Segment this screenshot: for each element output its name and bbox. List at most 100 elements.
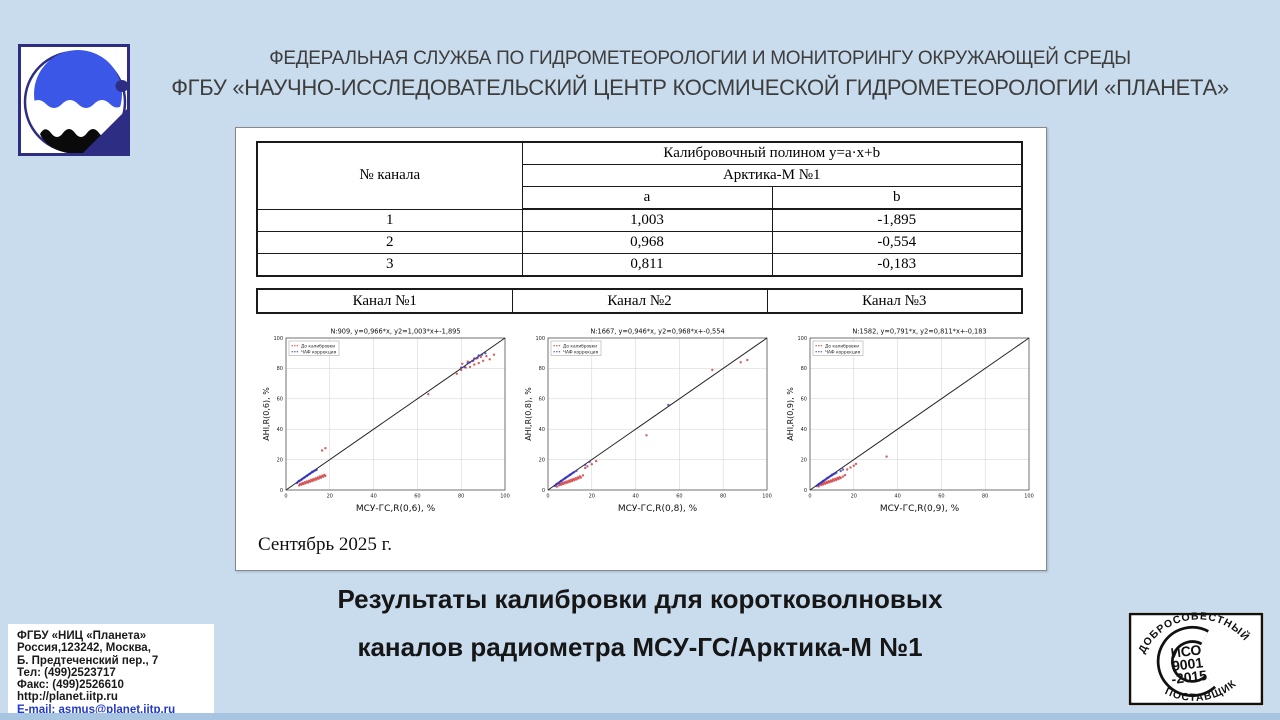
contact-line: Факс: (499)2526610 bbox=[17, 679, 124, 692]
table-cell: 0,968 bbox=[521, 231, 773, 254]
svg-text:100: 100 bbox=[535, 336, 545, 342]
table-cell: 3 bbox=[256, 253, 523, 277]
table-cell-satellite-header: Арктика-М №1 bbox=[521, 164, 1023, 187]
stamp-iso-text: ИСО bbox=[1170, 641, 1203, 661]
svg-text:МСУ-ГС,R(0,6), %: МСУ-ГС,R(0,6), % bbox=[356, 504, 436, 514]
svg-text:40: 40 bbox=[632, 494, 638, 500]
blue-planet-shape bbox=[34, 50, 122, 108]
contact-line-email: E-mail: asmus@planet.iitp.ru bbox=[17, 703, 176, 716]
table-cell-polynom-header: Калибровочный полином y=a·x+b bbox=[521, 141, 1023, 165]
table-cell: 1 bbox=[256, 208, 523, 232]
svg-text:N:1667, y=0,946*x, y2=0,968*x+: N:1667, y=0,946*x, y2=0,968*x+-0,554 bbox=[590, 328, 724, 336]
contact-line: ФГБУ «НИЦ «Планета» bbox=[17, 630, 147, 642]
table-cell-col-b: b bbox=[771, 186, 1023, 210]
contact-info-box: ФГБУ «НИЦ «Планета» Россия,123242, Москв… bbox=[8, 624, 214, 720]
contact-line: Б. Предтеченский пер., 7 bbox=[17, 654, 159, 667]
svg-text:60: 60 bbox=[801, 397, 807, 403]
table-cell-channel-2: Канал №2 bbox=[511, 288, 768, 314]
planeta-logo bbox=[18, 44, 130, 156]
table-cell: 2 bbox=[256, 231, 523, 254]
stamp-9001-text: 9001 bbox=[1171, 654, 1204, 674]
scatter-plot-channel-2-svg: 00 20 20 40 40 60 60 80 80 100 100 До калибровкиЧАФ… bbox=[524, 325, 774, 517]
scatter-plot-channel-1: 0 0 20 20 40 40 60 60 80 80 100 100 До калибровки ЧАФ… bbox=[262, 325, 512, 517]
table-cell: -1,895 bbox=[771, 208, 1023, 232]
svg-text:МСУ-ГС,R(0,9), %: МСУ-ГС,R(0,9), % bbox=[880, 504, 960, 514]
iso-9001-stamp: ДОБРОСОВЕСТНЫЙ ПОСТАВЩИК ИСО 9001 -2015 bbox=[1128, 604, 1264, 708]
contact-line: Тел: (499)2523717 bbox=[17, 666, 116, 679]
svg-text:0: 0 bbox=[280, 488, 283, 494]
planeta-logo-icon bbox=[18, 44, 130, 156]
svg-text:0: 0 bbox=[542, 488, 545, 494]
svg-text:100: 100 bbox=[797, 336, 807, 342]
table-cell: 0,811 bbox=[521, 253, 773, 277]
svg-text:AHI,R(0,6), %: AHI,R(0,6), % bbox=[262, 387, 271, 441]
svg-text:40: 40 bbox=[894, 494, 900, 500]
svg-text:80: 80 bbox=[458, 494, 464, 500]
svg-text:20: 20 bbox=[277, 457, 283, 463]
content-panel: № канала Калибровочный полином y=a·x+b А… bbox=[235, 127, 1047, 571]
svg-text:60: 60 bbox=[414, 494, 420, 500]
channels-table: Канал №1 Канал №2 Канал №3 bbox=[256, 288, 1023, 314]
svg-text:80: 80 bbox=[539, 366, 545, 372]
slide-title: Результаты калибровки для коротковолновы… bbox=[0, 584, 1280, 663]
table-row: Канал №1 Канал №2 Канал №3 bbox=[256, 288, 1023, 314]
table-cell-channel-3: Канал №3 bbox=[766, 288, 1023, 314]
stamp-2015-text: -2015 bbox=[1170, 667, 1208, 687]
table-row: № канала Калибровочный полином y=a·x+b bbox=[256, 141, 1023, 210]
svg-text:40: 40 bbox=[801, 427, 807, 433]
svg-text:ЧАФ коррекция: ЧАФ коррекция bbox=[563, 349, 599, 355]
bottom-strip bbox=[0, 713, 1280, 720]
corner-triangle bbox=[80, 106, 130, 156]
svg-text:60: 60 bbox=[277, 397, 283, 403]
svg-text:100: 100 bbox=[500, 494, 510, 500]
table-row: a b bbox=[257, 186, 1023, 210]
svg-text:До калибровки: До калибровки bbox=[563, 343, 597, 349]
header-line-1: ФЕДЕРАЛЬНАЯ СЛУЖБА ПО ГИДРОМЕТЕОРОЛОГИИ … bbox=[269, 48, 1131, 69]
svg-text:60: 60 bbox=[676, 494, 682, 500]
contact-line-website: http://planet.iitp.ru bbox=[17, 691, 118, 704]
slide-title-line-1: Результаты калибровки для коротковолновы… bbox=[337, 584, 943, 614]
table-row: 2 0,968 -0,554 bbox=[256, 231, 1023, 254]
svg-text:100: 100 bbox=[273, 336, 283, 342]
table-cell: -0,554 bbox=[771, 231, 1023, 254]
svg-text:0: 0 bbox=[808, 494, 811, 500]
svg-text:20: 20 bbox=[851, 494, 857, 500]
scatter-plot-channel-3: 0 0 20 20 40 40 60 60 80 80 100 100 До калибровки ЧАФ… bbox=[786, 325, 1036, 517]
scatter-plot-channel-2: 0 0 20 20 40 40 60 60 80 80 100 100 До калибровки ЧАФ… bbox=[524, 325, 774, 517]
svg-text:N:1582, y=0,791*x, y2=0,811*x+: N:1582, y=0,791*x, y2=0,811*x+-0,183 bbox=[852, 328, 986, 336]
table-cell-col-a: a bbox=[521, 186, 773, 210]
scatter-plot-channel-1-svg: 00 20 20 40 40 60 60 80 80 100 100 До калибровкиЧАФ… bbox=[262, 325, 512, 517]
table-row: 3 0,811 -0,183 bbox=[256, 253, 1023, 277]
svg-text:До калибровки: До калибровки bbox=[825, 343, 859, 349]
contact-line: Россия,123242, Москва, bbox=[17, 642, 151, 655]
scatter-plot-channel-3-svg: 00 20 20 40 40 60 60 80 80 100 100 До калибровкиЧАФ… bbox=[786, 325, 1036, 517]
svg-text:20: 20 bbox=[327, 494, 333, 500]
svg-text:20: 20 bbox=[539, 457, 545, 463]
table-row: Арктика-М №1 bbox=[257, 164, 1023, 187]
calibration-table: № канала Калибровочный полином y=a·x+b А… bbox=[256, 141, 1023, 277]
svg-text:80: 80 bbox=[720, 494, 726, 500]
header: ФЕДЕРАЛЬНАЯ СЛУЖБА ПО ГИДРОМЕТЕОРОЛОГИИ … bbox=[130, 48, 1270, 101]
svg-text:До калибровки: До калибровки bbox=[301, 343, 335, 349]
table-row: 1 1,003 -1,895 bbox=[256, 208, 1023, 232]
svg-text:40: 40 bbox=[277, 427, 283, 433]
table-cell: -0,183 bbox=[771, 253, 1023, 277]
svg-text:ЧАФ коррекция: ЧАФ коррекция bbox=[301, 349, 337, 355]
table-cell-channel-1: Канал №1 bbox=[256, 288, 513, 314]
table-cell-channel-header: № канала bbox=[256, 141, 523, 210]
svg-text:60: 60 bbox=[539, 397, 545, 403]
date-caption: Сентябрь 2025 г. bbox=[258, 534, 393, 555]
iso-stamp-icon: ДОБРОСОВЕСТНЫЙ ПОСТАВЩИК ИСО 9001 -2015 bbox=[1128, 604, 1264, 708]
svg-text:0: 0 bbox=[284, 494, 287, 500]
slide-title-line-2: каналов радиометра МСУ-ГС/Арктика-М №1 bbox=[357, 632, 923, 662]
svg-text:МСУ-ГС,R(0,8), %: МСУ-ГС,R(0,8), % bbox=[618, 504, 698, 514]
svg-text:20: 20 bbox=[589, 494, 595, 500]
svg-text:80: 80 bbox=[982, 494, 988, 500]
header-line-2: ФГБУ «НАУЧНО-ИССЛЕДОВАТЕЛЬСКИЙ ЦЕНТР КОС… bbox=[171, 75, 1229, 100]
svg-text:100: 100 bbox=[1024, 494, 1034, 500]
svg-text:80: 80 bbox=[801, 366, 807, 372]
svg-text:N:909, y=0,966*x, y2=1,003*x+-: N:909, y=0,966*x, y2=1,003*x+-1,895 bbox=[330, 328, 460, 336]
svg-text:0: 0 bbox=[546, 494, 549, 500]
svg-text:40: 40 bbox=[370, 494, 376, 500]
